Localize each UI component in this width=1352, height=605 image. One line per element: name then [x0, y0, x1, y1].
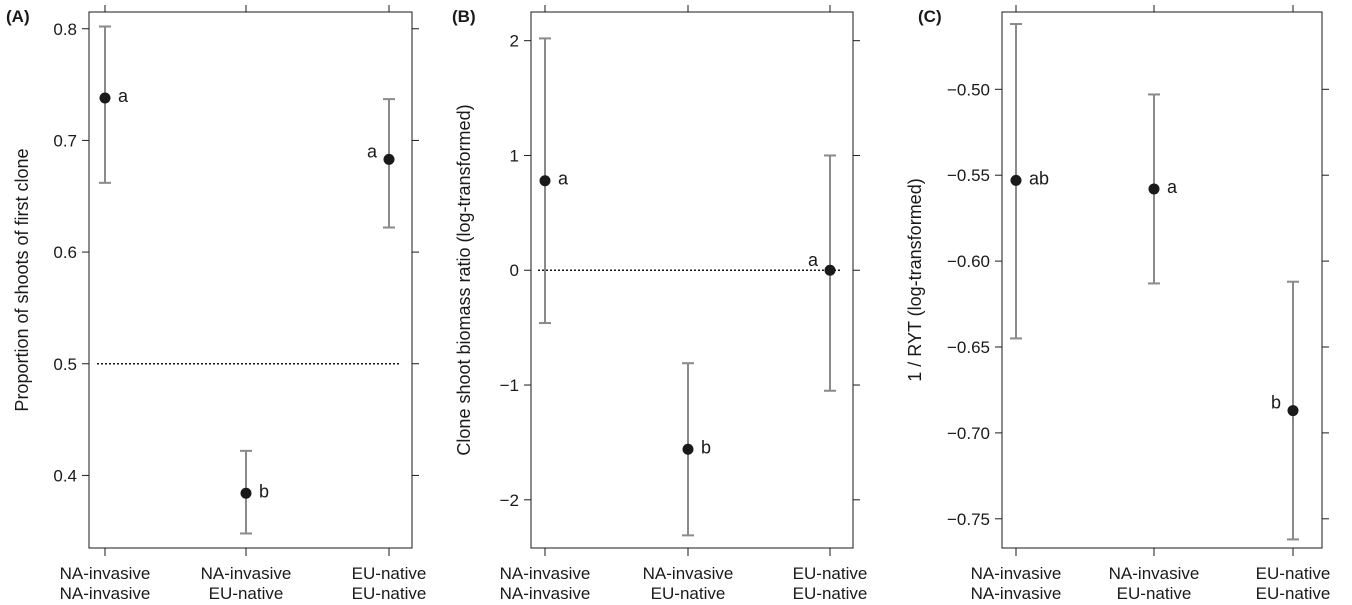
x-tick-label-line2: EU-native	[793, 584, 868, 603]
panel-label: (B)	[452, 7, 476, 26]
y-tick-label: 0.8	[53, 20, 77, 39]
y-tick-label: −0.50	[947, 80, 990, 99]
x-tick-label-line2: NA-invasive	[971, 584, 1062, 603]
significance-letter: a	[367, 141, 378, 161]
significance-letter: a	[118, 86, 129, 106]
y-tick-label: 0.4	[53, 466, 77, 485]
y-tick-label: −0.70	[947, 424, 990, 443]
y-tick-label: 0.6	[53, 243, 77, 262]
significance-letter: b	[701, 437, 711, 457]
panel-b: (B) −2 −1 0 1 2 Clone shoot biomass ratio (log…	[452, 5, 867, 603]
x-tick-label-line2: EU-native	[1117, 584, 1192, 603]
x-tick-label-line2: EU-native	[352, 584, 427, 603]
y-tick-label: 0.5	[53, 355, 77, 374]
y-tick-label: 0	[510, 261, 519, 280]
x-tick-label-line2: EU-native	[209, 584, 284, 603]
significance-letter: b	[259, 481, 269, 501]
y-tick-label: 1	[510, 146, 519, 165]
plot-frame	[530, 11, 854, 549]
panel-label: (C)	[918, 7, 942, 26]
x-tick-label-line1: EU-native	[793, 564, 868, 583]
data-point	[824, 264, 836, 276]
x-tick-label-line2: NA-invasive	[500, 584, 591, 603]
x-tick-label-line1: NA-invasive	[971, 564, 1062, 583]
significance-letter: b	[1271, 393, 1281, 413]
significance-letter: a	[808, 250, 819, 270]
significance-letter: a	[558, 169, 569, 189]
data-point	[383, 153, 395, 165]
y-tick-label: −0.75	[947, 510, 990, 529]
x-tick-label-line1: NA-invasive	[1109, 564, 1200, 583]
data-point	[1010, 174, 1022, 186]
plot-frame	[88, 11, 413, 549]
x-tick-label-line2: EU-native	[651, 584, 726, 603]
x-tick-label-line1: EU-native	[352, 564, 427, 583]
y-tick-label: −0.55	[947, 166, 990, 185]
panel-a: (A) 0.4 0.5 0.6 0.7 0.8 Proportion of shoots o…	[6, 5, 426, 603]
y-axis-label: 1 / RYT (log-transformed)	[905, 178, 925, 381]
y-axis-label: Clone shoot biomass ratio (log-transform…	[454, 104, 474, 455]
panel-label: (A)	[6, 7, 30, 26]
y-tick-label: −2	[500, 491, 519, 510]
plot-frame	[1001, 11, 1323, 549]
x-tick-label-line2: NA-invasive	[60, 584, 151, 603]
y-tick-label: 2	[510, 32, 519, 51]
x-tick-label-line1: NA-invasive	[500, 564, 591, 583]
significance-letter: ab	[1029, 168, 1049, 188]
x-tick-label-line1: EU-native	[1256, 564, 1331, 583]
panel-c: (C) −0.75 −0.70 −0.65 −0.60 −0.55 −0.50 1 / RYT…	[905, 5, 1330, 603]
data-point	[539, 175, 551, 187]
significance-letter: a	[1167, 177, 1178, 197]
data-point	[1287, 405, 1299, 417]
data-point	[240, 487, 252, 499]
x-tick-label-line1: NA-invasive	[201, 564, 292, 583]
y-tick-label: 0.7	[53, 131, 77, 150]
x-tick-label-line2: EU-native	[1256, 584, 1331, 603]
data-point	[682, 443, 694, 455]
y-axis-label: Proportion of shoots of first clone	[12, 148, 32, 411]
data-point	[1148, 183, 1160, 195]
x-tick-label-line1: NA-invasive	[60, 564, 151, 583]
x-tick-label-line1: NA-invasive	[643, 564, 734, 583]
y-tick-label: −0.65	[947, 338, 990, 357]
data-point	[99, 92, 111, 104]
y-tick-label: −0.60	[947, 252, 990, 271]
y-tick-label: −1	[500, 376, 519, 395]
